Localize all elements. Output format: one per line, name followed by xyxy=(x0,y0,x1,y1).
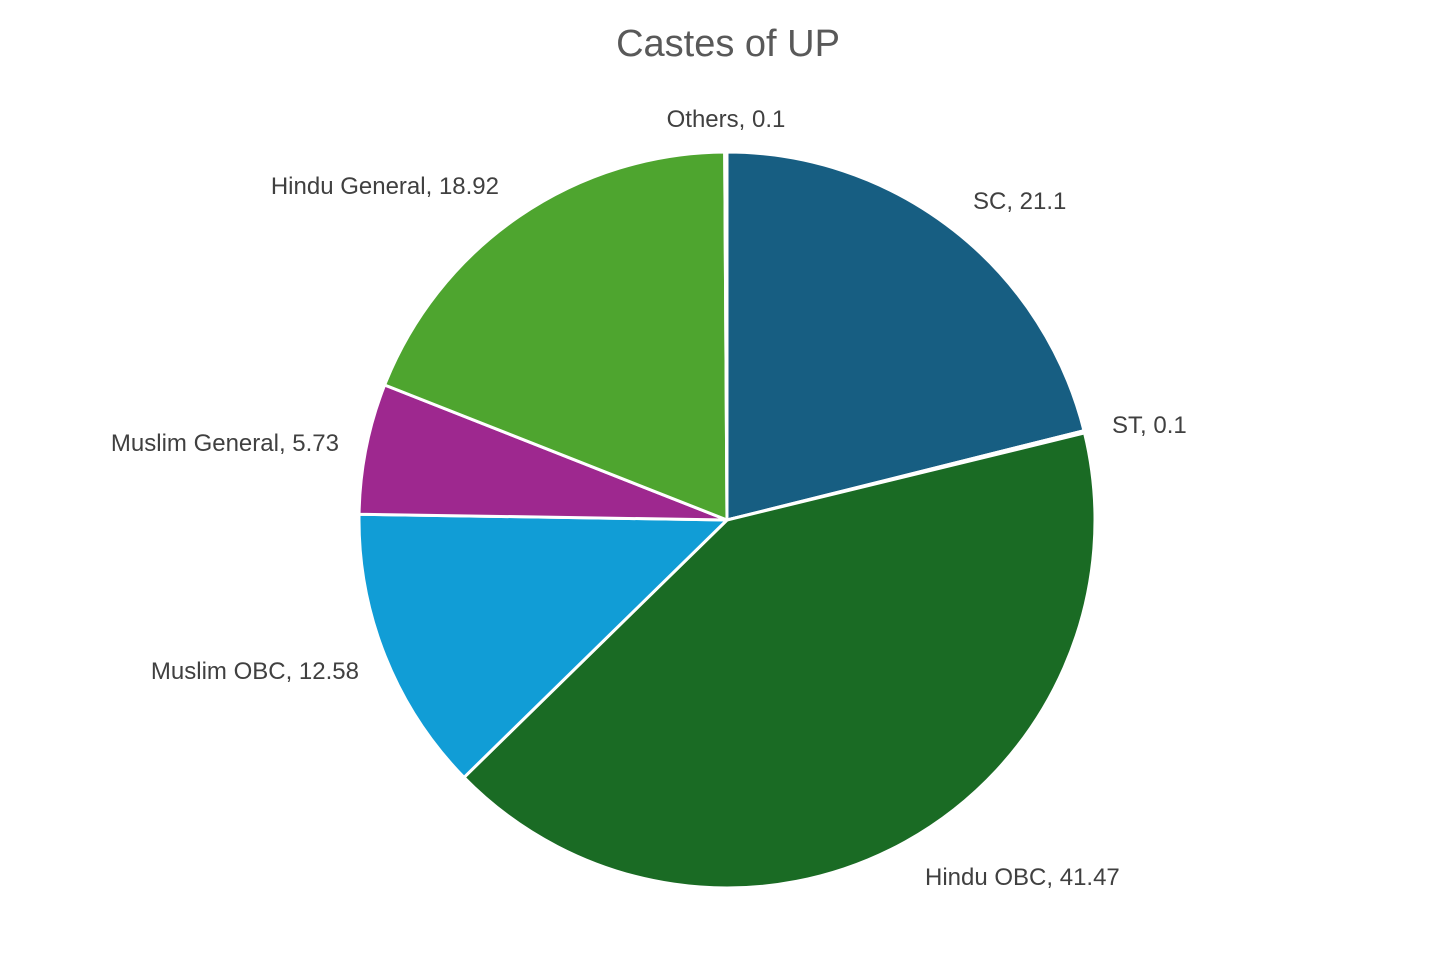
pie-slices xyxy=(357,150,1097,890)
pie-slice-hindu-general xyxy=(383,150,729,522)
data-label-muslim-general: Muslim General, 5.73 xyxy=(111,430,339,457)
data-label-st: ST, 0.1 xyxy=(1112,412,1187,439)
data-label-muslim-obc: Muslim OBC, 12.58 xyxy=(151,658,359,685)
chart-title: Castes of UP xyxy=(616,23,840,65)
data-labels: SC, 21.1 ST, 0.1 Hindu OBC, 41.47 Muslim… xyxy=(111,106,1187,891)
pie-slice-muslim-general xyxy=(357,383,729,522)
data-label-hindu-general: Hindu General, 18.92 xyxy=(271,173,499,200)
data-label-hindu-obc: Hindu OBC, 41.47 xyxy=(925,864,1120,891)
pie-slice-others xyxy=(723,150,729,522)
pie-slice-sc xyxy=(725,150,1086,522)
data-label-others: Others, 0.1 xyxy=(667,106,786,133)
data-label-sc: SC, 21.1 xyxy=(973,188,1066,215)
pie-slice-hindu-obc xyxy=(462,431,1097,890)
pie-slice-muslim-obc xyxy=(357,512,729,779)
